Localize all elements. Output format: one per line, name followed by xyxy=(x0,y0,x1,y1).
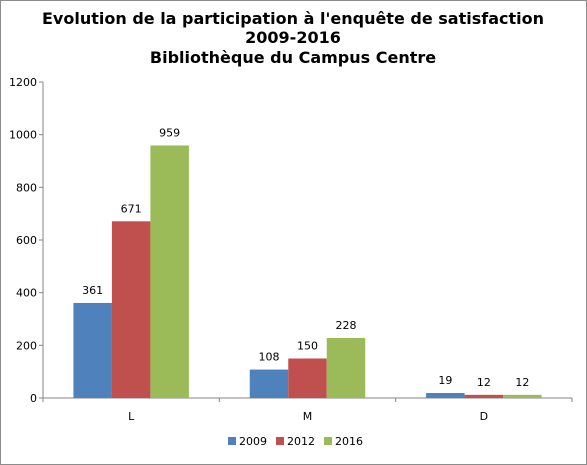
bar-L-2012 xyxy=(111,221,151,398)
bar-M-2012 xyxy=(288,358,327,398)
legend-swatch xyxy=(276,437,284,445)
x-category-label-M: M xyxy=(303,410,313,423)
legend-swatch xyxy=(324,437,332,445)
chart-title-line-2: 2009-2016 xyxy=(245,28,341,47)
legend-item-2012: 2012 xyxy=(276,435,315,448)
data-label-D-2009: 19 xyxy=(438,374,452,387)
chart-title-line-1: Evolution de la participation à l'enquêt… xyxy=(42,9,544,28)
legend-swatch xyxy=(228,437,236,445)
data-label-D-2012: 12 xyxy=(477,376,491,389)
data-label-L-2016: 959 xyxy=(159,126,180,139)
legend-label: 2012 xyxy=(287,435,315,448)
y-tick-label: 0 xyxy=(30,392,37,405)
x-category-label-D: D xyxy=(480,410,488,423)
data-label-M-2016: 228 xyxy=(336,319,357,332)
legend-item-2009: 2009 xyxy=(228,435,267,448)
chart-title-line-3: Bibliothèque du Campus Centre xyxy=(150,48,436,67)
y-tick-label: 1000 xyxy=(9,129,37,142)
y-tick-label: 200 xyxy=(16,339,37,352)
bar-D-2012 xyxy=(464,394,504,398)
bar-M-2016 xyxy=(326,337,366,398)
data-label-M-2012: 150 xyxy=(297,340,318,353)
y-tick-label: 600 xyxy=(16,234,37,247)
x-category-label-L: L xyxy=(128,410,135,423)
bar-M-2009 xyxy=(249,369,289,398)
chart-bars xyxy=(73,145,542,398)
y-tick-label: 800 xyxy=(16,181,37,194)
legend-label: 2009 xyxy=(239,435,267,448)
y-tick-label: 400 xyxy=(16,287,37,300)
data-label-D-2016: 12 xyxy=(515,376,529,389)
data-label-L-2009: 361 xyxy=(82,284,103,297)
chart-title: Evolution de la participation à l'enquêt… xyxy=(42,9,544,67)
bar-D-2009 xyxy=(426,392,465,398)
bar-L-2016 xyxy=(150,145,189,398)
y-tick-label: 1200 xyxy=(9,76,37,89)
chart-legend: 2009 2012 2016 xyxy=(228,435,363,448)
chart-data-labels: 361 671 959 108 150 228 19 12 12 xyxy=(82,126,529,388)
legend-label: 2016 xyxy=(335,435,363,448)
bar-L-2009 xyxy=(73,302,112,398)
legend-item-2016: 2016 xyxy=(324,435,363,448)
data-label-L-2012: 671 xyxy=(121,202,142,215)
data-label-M-2009: 108 xyxy=(259,351,280,364)
bar-D-2016 xyxy=(503,394,542,398)
